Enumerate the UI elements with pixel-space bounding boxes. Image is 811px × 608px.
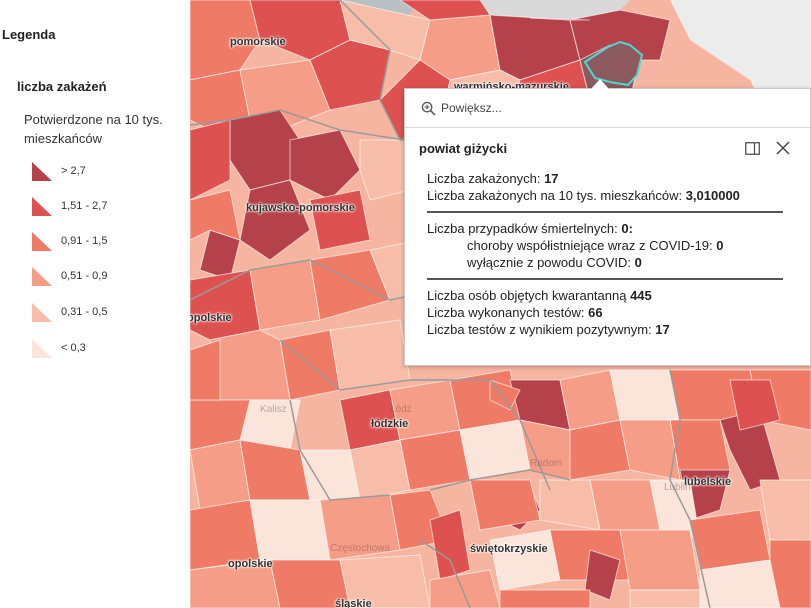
stat-positive: Liczba testów z wynikiem pozytywnym: 17 [427,321,787,338]
stat-comorbid: choroby współistniejące wraz z COVID-19:… [427,237,787,254]
legend-swatch-icon [32,232,52,251]
legend-class-label: 0,51 - 0,9 [61,270,108,282]
city-label-radom: Radom [530,458,563,469]
stat-label: wyłącznie z powodu COVID: [467,255,635,270]
stat-label: choroby współistniejące wraz z COVID-19: [467,238,717,253]
stat-label: Liczba zakażonych: [427,171,545,186]
region-label-pomorskie: pomorskie [230,36,286,48]
dock-icon[interactable] [745,142,760,155]
legend-class-label: > 2,7 [61,165,86,177]
city-label-czestochowa: Częstochowa [330,543,391,554]
legend-panel: Legenda liczba zakażeń Potwierdzone na 1… [0,0,190,608]
legend-swatch-icon [32,162,52,181]
legend-swatch-icon [32,303,52,322]
close-icon[interactable] [775,140,791,156]
legend-swatch-icon [32,197,52,216]
popup-pointer [591,79,609,89]
legend-class-label: 0,91 - 1,5 [61,235,108,247]
region-label-swietokrzyskie: świętokrzyskie [470,543,548,555]
stat-per10k: Liczba zakażonych na 10 tys. mieszkańców… [427,187,787,204]
stat-covid-only: wyłącznie z powodu COVID: 0 [427,254,787,271]
stat-value: 0 [716,238,724,253]
city-label-lublin: Lublin [664,482,691,493]
zoom-to-action[interactable]: Powiększ... [405,89,810,128]
stat-value: 0 [634,255,642,270]
legend-layer-name: liczba zakażeń [17,79,107,94]
region-label-opolskie: opolskie [228,558,273,570]
legend-class-4: 0,51 - 0,9 [31,265,107,287]
city-label-lodz: Łódź [390,404,412,415]
region-label-slaskie: śląskie [335,598,372,608]
city-label-kalisz: Kalisz [260,404,287,415]
legend-class-label: 0,31 - 0,5 [61,306,108,318]
divider [427,278,783,280]
stat-value: 445 [630,288,652,303]
stat-infected: Liczba zakażonych: 17 [427,170,787,187]
stat-quarantine: Liczba osób objętych kwarantanną 445 [427,287,787,304]
zoom-in-icon [421,101,436,116]
legend-class-5: 0,31 - 0,5 [31,301,107,323]
divider [427,211,783,213]
stat-label: Liczba zakażonych na 10 tys. mieszkańców… [427,188,686,203]
zoom-to-label: Powiększ... [441,101,502,115]
region-label-kujawsko-pomorskie: kujawsko-pomorskie [246,202,355,214]
popup-content: Liczba zakażonych: 17 Liczba zakażonych … [427,170,787,338]
legend-field-name: Potwierdzone na 10 tys. mieszkańców [24,112,163,146]
stat-deaths: Liczba przypadków śmiertelnych: 0: [427,220,787,237]
region-label-opolskie-west: opolskie [190,312,232,324]
region-label-lodzkie: łódzkie [371,418,409,430]
stat-label: Liczba przypadków śmiertelnych: [427,221,622,236]
legend-class-3: 0,91 - 1,5 [31,230,107,252]
stat-value: 66 [588,305,603,320]
feature-popup: Powiększ... powiat giżycki Liczba zakażo… [404,79,811,366]
legend-title: Legenda [2,27,56,42]
region-label-lubelskie: lubelskie [684,476,732,488]
stat-value: 17 [544,171,559,186]
popup-title: powiat giżycki [419,141,508,156]
legend-class-label: 1,51 - 2,7 [61,200,108,212]
legend-class-6: < 0,3 [31,337,86,359]
legend-swatch-icon [32,267,52,286]
stat-label: Liczba wykonanych testów: [427,305,589,320]
stat-label: Liczba testów z wynikiem pozytywnym: [427,322,656,337]
legend-class-2: 1,51 - 2,7 [31,195,107,217]
stat-label: Liczba osób objętych kwarantanną [427,288,631,303]
stat-value: 0: [621,221,633,236]
stat-value: 3,010000 [685,188,740,203]
legend-swatch-icon [32,339,52,358]
stat-tests: Liczba wykonanych testów: 66 [427,304,787,321]
stat-value: 17 [655,322,670,337]
legend-class-1: > 2,7 [31,160,86,182]
legend-class-label: < 0,3 [61,342,86,354]
